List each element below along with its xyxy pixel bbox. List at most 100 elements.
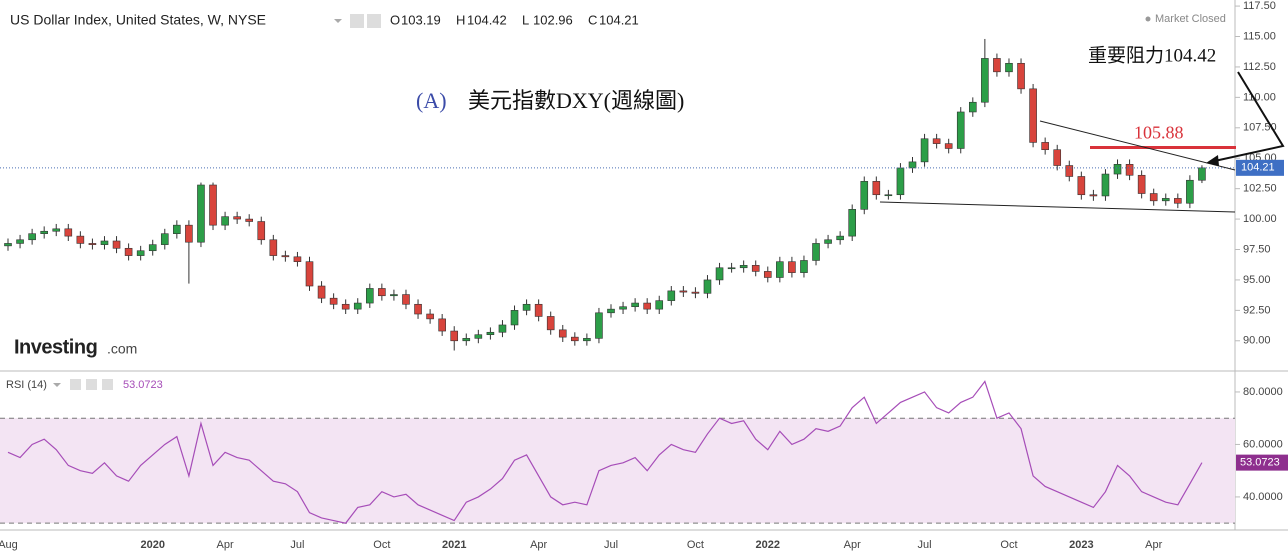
candle-body xyxy=(968,101,977,113)
candle-body xyxy=(160,233,169,245)
x-tick-label: Apr xyxy=(530,539,547,551)
candle-body xyxy=(800,260,808,273)
candle-body xyxy=(462,338,471,342)
annotation-prefix: (A) xyxy=(416,88,447,113)
candle-body xyxy=(667,290,676,301)
candle-body xyxy=(522,303,531,311)
arrow-head xyxy=(1206,155,1219,166)
candle-body xyxy=(534,303,543,317)
y-tick-label: 117.50 xyxy=(1243,0,1276,12)
resistance-note: 重要阻力104.42 xyxy=(1088,44,1216,66)
candle-body xyxy=(245,218,253,222)
rsi-line xyxy=(7,380,1203,524)
x-tick-label: 2020 xyxy=(140,539,164,551)
candle-body xyxy=(365,288,374,304)
candle-body xyxy=(981,58,989,103)
x-tick-label: Jul xyxy=(290,539,304,551)
candle-body xyxy=(426,313,434,320)
candle-body xyxy=(1029,88,1037,143)
x-tick-label: 2022 xyxy=(756,539,780,551)
candle-body xyxy=(52,228,61,232)
candle-body xyxy=(221,216,229,226)
candle-body xyxy=(1174,198,1182,204)
candle-body xyxy=(474,334,483,339)
candle-body xyxy=(1149,193,1158,202)
candle-body xyxy=(944,143,953,149)
candle-body xyxy=(643,302,651,310)
candle-body xyxy=(607,308,615,314)
y-tick-label: 107.50 xyxy=(1243,122,1277,134)
x-tick-label: 2021 xyxy=(442,539,466,551)
candle-body xyxy=(546,316,555,331)
candle-body xyxy=(836,235,844,241)
ohlc-value: 104.42 xyxy=(467,12,507,27)
candle-body xyxy=(956,111,965,149)
candle-body xyxy=(739,265,748,269)
candle-body xyxy=(655,300,664,310)
y-tick-label: 80.0000 xyxy=(1243,386,1283,398)
candle-body xyxy=(812,243,820,261)
candle-body xyxy=(329,297,338,305)
ohlc-legend: O 103.19 H 104.42 L 102.96 C 104.21 xyxy=(390,12,639,27)
ohlc-key: H xyxy=(456,12,465,27)
candle-body xyxy=(703,279,712,294)
candle-body xyxy=(510,310,519,326)
candle-body xyxy=(595,312,603,339)
instrument-title: US Dollar Index, United States, W, NYSE xyxy=(10,12,266,28)
ohlc-key: C xyxy=(588,12,597,27)
candle-body xyxy=(571,336,579,342)
candle-body xyxy=(136,250,145,256)
dropdown-icon xyxy=(334,19,342,23)
candle-body xyxy=(173,224,181,234)
x-tick-label: Oct xyxy=(373,539,390,551)
candle-body xyxy=(341,303,350,310)
x-tick-label: Apr xyxy=(844,539,861,551)
candle-body xyxy=(751,265,760,272)
resistance-label: 105.88 xyxy=(1134,123,1184,143)
logo-suffix: .com xyxy=(107,341,137,357)
resistance-arrow xyxy=(1209,71,1285,163)
x-tick-label: Apr xyxy=(217,539,234,551)
candle-body xyxy=(583,338,591,342)
candle-body xyxy=(884,194,893,197)
candle-body xyxy=(16,239,24,244)
rsi-last-label: 53.0723 xyxy=(1240,457,1280,469)
y-tick-label: 95.00 xyxy=(1243,274,1271,286)
candle-body xyxy=(64,228,73,237)
candle-body xyxy=(1017,62,1025,90)
candle-body xyxy=(100,240,109,245)
candle-body xyxy=(788,261,796,273)
candle-body xyxy=(691,291,700,294)
candle-body xyxy=(4,243,12,247)
x-tick-label: Oct xyxy=(687,539,704,551)
x-tick-label: Jul xyxy=(604,539,618,551)
candle-body xyxy=(1065,165,1074,177)
candle-body xyxy=(932,138,941,144)
candle-body xyxy=(233,216,241,220)
x-tick-label: Aug xyxy=(0,539,18,551)
candle-body xyxy=(872,181,881,196)
candle-body xyxy=(1089,194,1098,197)
rsi-band xyxy=(0,418,1235,524)
ohlc-value: 104.21 xyxy=(599,12,639,27)
candle-body xyxy=(679,290,688,293)
candle-body xyxy=(763,271,772,278)
candle-body xyxy=(414,303,422,315)
candle-body xyxy=(1198,167,1206,181)
status-dot xyxy=(1145,16,1151,22)
candle-body xyxy=(619,306,627,310)
trend-line-upper xyxy=(1039,120,1236,171)
candle-body xyxy=(1077,176,1086,196)
candle-body xyxy=(293,256,302,262)
last-price-box xyxy=(1236,159,1284,176)
x-tick-label: 2023 xyxy=(1069,539,1093,551)
candle-body xyxy=(993,58,1001,73)
candle-body xyxy=(727,267,736,270)
candle-body xyxy=(848,209,857,237)
candle-body xyxy=(40,230,48,234)
candle-body xyxy=(498,324,507,333)
candle-body xyxy=(920,138,929,163)
candle-body xyxy=(124,247,133,256)
